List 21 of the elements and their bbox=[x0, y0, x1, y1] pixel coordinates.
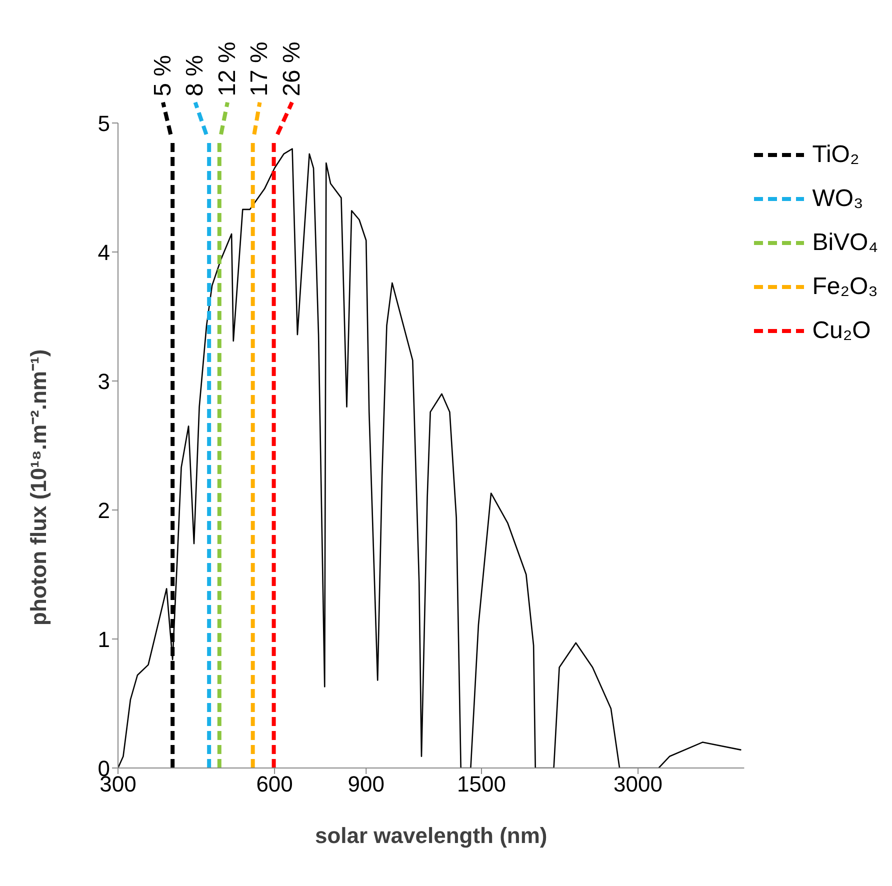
y-tick-label: 5 bbox=[98, 110, 110, 136]
x-tick-label: 3000 bbox=[614, 772, 663, 797]
y-tick-label: 2 bbox=[98, 498, 110, 523]
legend-label: Fe₂O₃ bbox=[812, 273, 878, 301]
x-tick-label: 900 bbox=[348, 772, 384, 797]
legend-label: Cu₂O bbox=[812, 317, 871, 345]
y-tick-label: 4 bbox=[98, 240, 110, 265]
annotation: 5 % bbox=[150, 54, 176, 96]
annotation: 8 % bbox=[182, 54, 209, 96]
x-tick-label: 600 bbox=[256, 772, 293, 797]
legend-label: BiVO₄ bbox=[812, 229, 878, 257]
y-axis-title: photon flux (10¹⁸.m⁻².nm⁻¹) bbox=[26, 349, 51, 626]
x-tick-label: 1500 bbox=[457, 772, 506, 797]
y-tick-label: 3 bbox=[98, 368, 110, 394]
annotation: 17 % bbox=[246, 42, 274, 96]
x-axis-title: solar wavelength (nm) bbox=[314, 823, 548, 848]
annotation: 26 % bbox=[278, 42, 306, 96]
legend-label: WO₃ bbox=[812, 185, 864, 213]
annotation: 12 % bbox=[214, 42, 241, 96]
legend-label: TiO₂ bbox=[812, 141, 860, 169]
y-tick-label: 1 bbox=[98, 626, 110, 652]
